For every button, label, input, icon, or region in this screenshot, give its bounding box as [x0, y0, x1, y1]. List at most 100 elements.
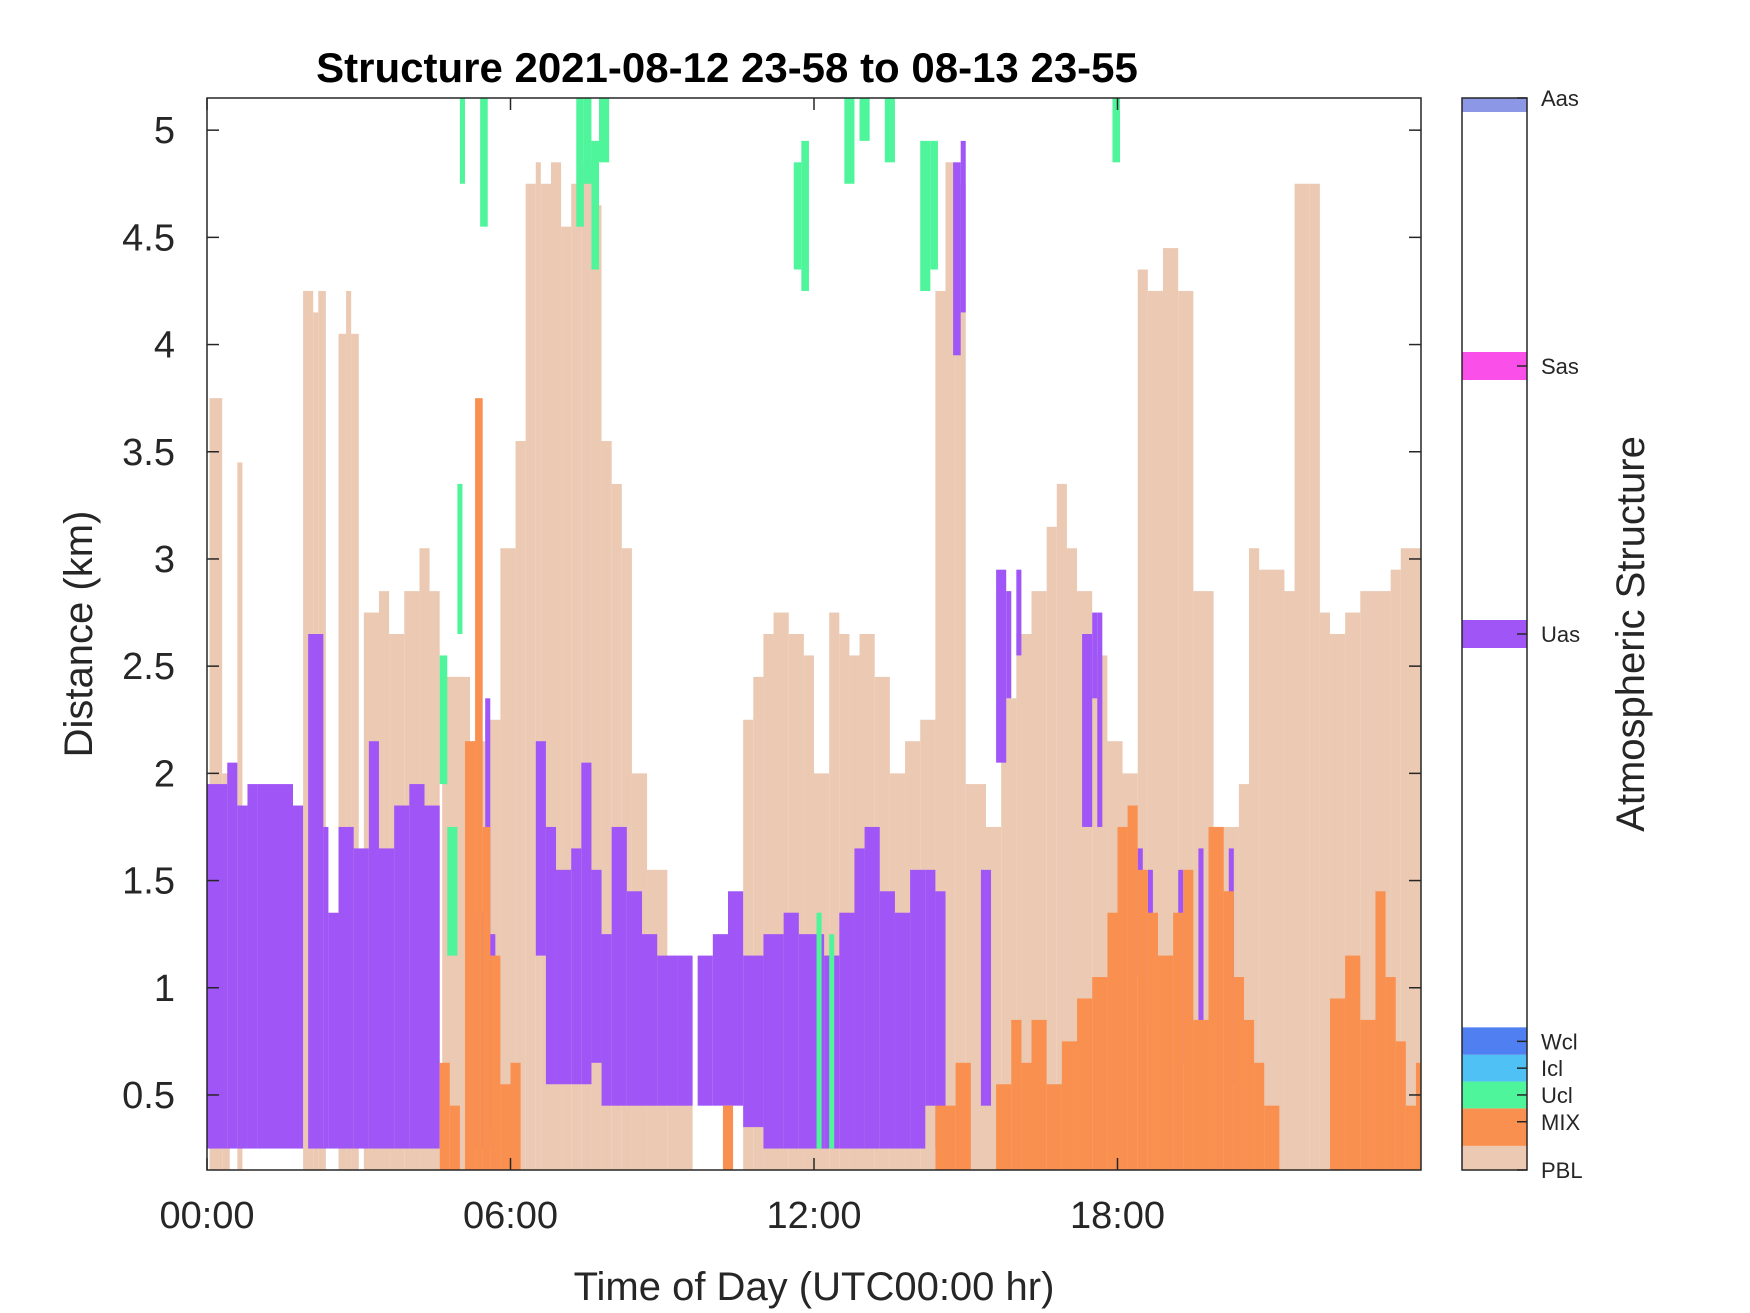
segment-uas	[925, 869, 936, 1106]
segment-ucl	[439, 655, 448, 785]
plot-marks	[207, 98, 1421, 1171]
segment-uas	[328, 912, 339, 1149]
segment-uas	[368, 741, 379, 1149]
x-tick-label: 18:00	[1070, 1195, 1165, 1237]
segment-mix	[482, 826, 491, 1170]
segment-pbl	[535, 162, 541, 1170]
segment-mix	[1077, 998, 1093, 1170]
segment-mix	[1193, 1019, 1209, 1170]
y-tick-label: 2	[154, 753, 175, 795]
segment-uas	[247, 784, 258, 1149]
segment-mix	[722, 1105, 734, 1170]
segment-ucl	[447, 826, 458, 956]
segment-uas	[338, 826, 354, 1149]
segment-uas	[424, 805, 440, 1149]
colorbar-swatch-icl	[1462, 1054, 1527, 1082]
segment-uas	[879, 891, 895, 1149]
segment-uas	[292, 805, 304, 1149]
segment-uas	[996, 569, 1007, 763]
segment-pbl	[525, 183, 536, 1170]
segment-uas	[227, 762, 238, 1149]
segment-pbl	[829, 612, 840, 1170]
x-tick-label: 00:00	[159, 1195, 254, 1237]
segment-pbl	[1400, 548, 1421, 1170]
segment-pbl	[753, 676, 764, 1170]
segment-pbl	[561, 226, 572, 1170]
segment-uas	[257, 784, 293, 1149]
segment-uas	[728, 891, 744, 1106]
colorbar-swatch-mix	[1462, 1108, 1527, 1146]
segment-ucl	[801, 140, 809, 291]
segment-ucl	[457, 483, 463, 634]
colorbar-label-uas: Uas	[1541, 622, 1580, 647]
y-tick-label: 1.5	[122, 861, 175, 903]
colorbar-frame	[1461, 97, 1528, 1171]
segment-uas	[894, 912, 911, 1149]
segment-uas	[378, 848, 395, 1149]
segment-uas	[642, 934, 658, 1106]
segment-pbl	[1066, 548, 1078, 1170]
segment-mix	[1127, 805, 1138, 1170]
segment-mix	[1254, 1062, 1265, 1170]
x-tick-label: 06:00	[463, 1195, 558, 1237]
segment-mix	[449, 1105, 460, 1170]
segment-pbl	[1137, 269, 1148, 1170]
segment-mix	[1345, 955, 1361, 1170]
segment-uas	[535, 741, 546, 956]
segment-pbl	[591, 205, 602, 1170]
segment-uas	[556, 869, 572, 1085]
colorbar-swatch-aas	[1462, 98, 1527, 112]
segment-pbl	[935, 290, 946, 1171]
x-axis-label: Time of Day (UTC00:00 hr)	[574, 1265, 1055, 1309]
y-axis-label: Distance (km)	[57, 511, 101, 758]
segment-mix	[1092, 977, 1108, 1170]
segment-uas	[611, 826, 627, 1106]
segment-pbl	[500, 548, 516, 1170]
segment-pbl	[346, 290, 352, 1171]
segment-mix	[1208, 826, 1224, 1170]
segment-uas	[545, 826, 557, 1085]
segment-uas	[1092, 612, 1098, 699]
segment-pbl	[1360, 591, 1371, 1170]
y-tick-label: 2.5	[122, 646, 175, 688]
segment-uas	[308, 634, 324, 1149]
segment-uas	[712, 934, 729, 1106]
colorbar-swatch-uas	[1462, 620, 1527, 648]
segment-uas	[960, 140, 966, 313]
segment-mix	[1157, 955, 1174, 1170]
segment-uas	[953, 162, 961, 356]
segment-mix	[996, 1084, 1012, 1170]
segment-uas	[763, 934, 784, 1149]
segment-pbl	[763, 634, 774, 1170]
segment-uas	[839, 912, 855, 1149]
colorbar-swatch-wcl	[1462, 1027, 1527, 1055]
segment-pbl	[338, 333, 347, 1171]
segment-pbl	[955, 183, 966, 1170]
segment-mix	[1264, 1105, 1280, 1170]
series-ucl	[439, 98, 1121, 1149]
segment-uas	[1097, 612, 1103, 827]
segment-mix	[490, 955, 501, 1170]
segment-mix	[955, 1062, 971, 1170]
colorbar-label-wcl: Wcl	[1541, 1029, 1578, 1054]
segment-pbl	[1390, 569, 1401, 1170]
colorbar-label: Atmospheric Structure	[1609, 436, 1653, 832]
segment-ucl	[930, 140, 938, 270]
segment-uas	[207, 784, 228, 1149]
segment-mix	[475, 398, 483, 1170]
segment-mix	[1375, 891, 1386, 1170]
segment-mix	[1031, 1019, 1047, 1170]
y-tick-label: 3.5	[122, 432, 175, 474]
segment-uas	[1006, 591, 1012, 699]
segment-mix	[1233, 977, 1244, 1170]
segment-uas	[1016, 569, 1022, 656]
y-tick-label: 3	[154, 539, 175, 581]
segment-mix	[500, 1084, 511, 1170]
segment-ucl	[844, 98, 855, 184]
axes: 00:00 06:00 12:00 18:00 0.5 1 1.5 2 2.5 3 3.5 4 4.5 5	[122, 98, 1421, 1237]
segment-pbl	[515, 441, 526, 1170]
segment-uas	[864, 826, 880, 1149]
segment-ucl	[459, 98, 465, 184]
y-tick-label: 0.5	[122, 1075, 175, 1117]
